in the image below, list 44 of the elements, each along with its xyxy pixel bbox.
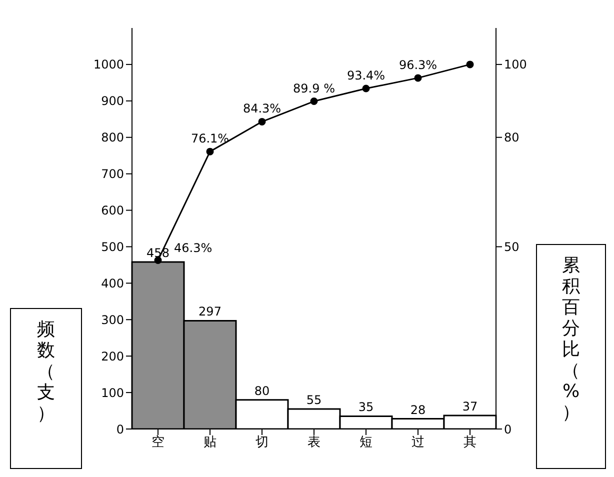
data-label: 55 — [306, 392, 322, 407]
y-tick-label: 200 — [101, 349, 124, 364]
point — [206, 148, 214, 156]
point — [362, 84, 370, 92]
data-label: 46.3% — [174, 241, 212, 256]
x-tick-label: 过 — [412, 435, 424, 450]
y-axis-title: 频数（支） — [37, 319, 55, 424]
label-frame: 频数（支） — [10, 308, 82, 469]
point — [310, 98, 318, 106]
y-tick-label: 100 — [101, 386, 124, 400]
x-tick-label: 其 — [464, 435, 476, 450]
label-frame: 累积百分比（%） — [536, 244, 606, 469]
data-label: 28 — [410, 402, 426, 417]
point — [414, 74, 422, 82]
y2-tick-label: 0 — [504, 422, 512, 436]
data-label: 93.4% — [346, 68, 386, 83]
y2-tick-label: 80 — [504, 130, 520, 145]
y-tick-label: 500 — [101, 240, 124, 254]
y2-axis-title: 累积百分比（%） — [562, 255, 580, 423]
y-tick-label: 0 — [116, 422, 124, 436]
x-tick-label: 切 — [256, 435, 268, 450]
y-tick-label: 600 — [101, 204, 124, 218]
point — [258, 118, 266, 126]
x-tick-label: 短 — [360, 435, 372, 450]
y2-tick-label: 50 — [504, 240, 520, 254]
x-tick-label: 贴 — [204, 435, 216, 450]
data-label: 96.3% — [398, 58, 438, 72]
data-label: 297 — [198, 304, 222, 319]
data-label: 89.9 % — [293, 81, 335, 96]
x-tick-label: 空 — [152, 435, 164, 450]
y-tick-label: 900 — [101, 94, 124, 108]
data-label: 76.1% — [190, 132, 230, 146]
y2-tick-label: 100 — [504, 58, 527, 72]
point — [466, 60, 474, 68]
x-tick-label: 表 — [308, 435, 320, 450]
data-label: 37 — [462, 400, 478, 414]
y-tick-label: 800 — [101, 130, 124, 145]
y-tick-label: 300 — [101, 312, 124, 327]
y-tick-label: 1000 — [93, 58, 124, 72]
data-label: 35 — [358, 400, 374, 414]
data-label: 80 — [254, 384, 270, 398]
data-label: 84.3% — [242, 102, 282, 116]
y-tick-label: 400 — [101, 276, 124, 290]
y-tick-label: 700 — [101, 167, 124, 182]
